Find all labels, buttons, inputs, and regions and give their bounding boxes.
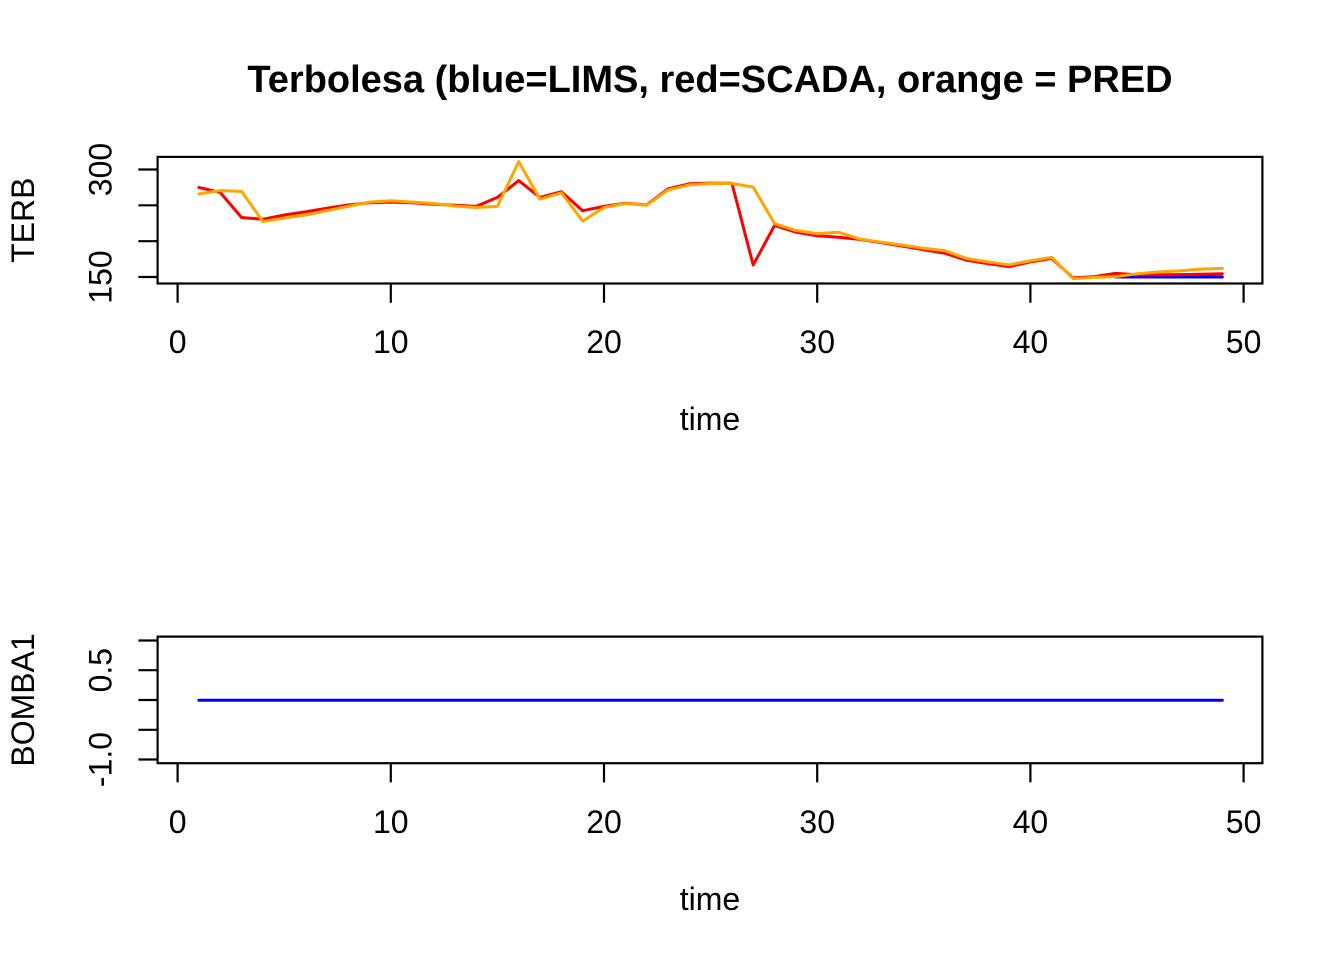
svg-text:0: 0: [169, 324, 187, 360]
svg-text:30: 30: [799, 804, 835, 840]
svg-text:30: 30: [799, 324, 835, 360]
svg-text:Terbolesa (blue=LIMS, red=SCAD: Terbolesa (blue=LIMS, red=SCADA, orange …: [247, 59, 1172, 101]
svg-text:20: 20: [586, 324, 622, 360]
svg-text:0.5: 0.5: [83, 648, 119, 692]
svg-text:50: 50: [1226, 804, 1262, 840]
svg-text:10: 10: [373, 324, 409, 360]
svg-text:300: 300: [83, 143, 119, 196]
svg-text:150: 150: [83, 250, 119, 303]
svg-text:time: time: [680, 881, 740, 917]
svg-text:0: 0: [169, 804, 187, 840]
svg-text:10: 10: [373, 804, 409, 840]
svg-text:50: 50: [1226, 324, 1262, 360]
svg-text:40: 40: [1013, 804, 1049, 840]
svg-text:TERB: TERB: [5, 178, 41, 263]
svg-text:20: 20: [586, 804, 622, 840]
svg-text:time: time: [680, 401, 740, 437]
svg-text:-1.0: -1.0: [83, 732, 119, 787]
svg-text:40: 40: [1013, 324, 1049, 360]
svg-text:BOMBA1: BOMBA1: [5, 633, 41, 766]
